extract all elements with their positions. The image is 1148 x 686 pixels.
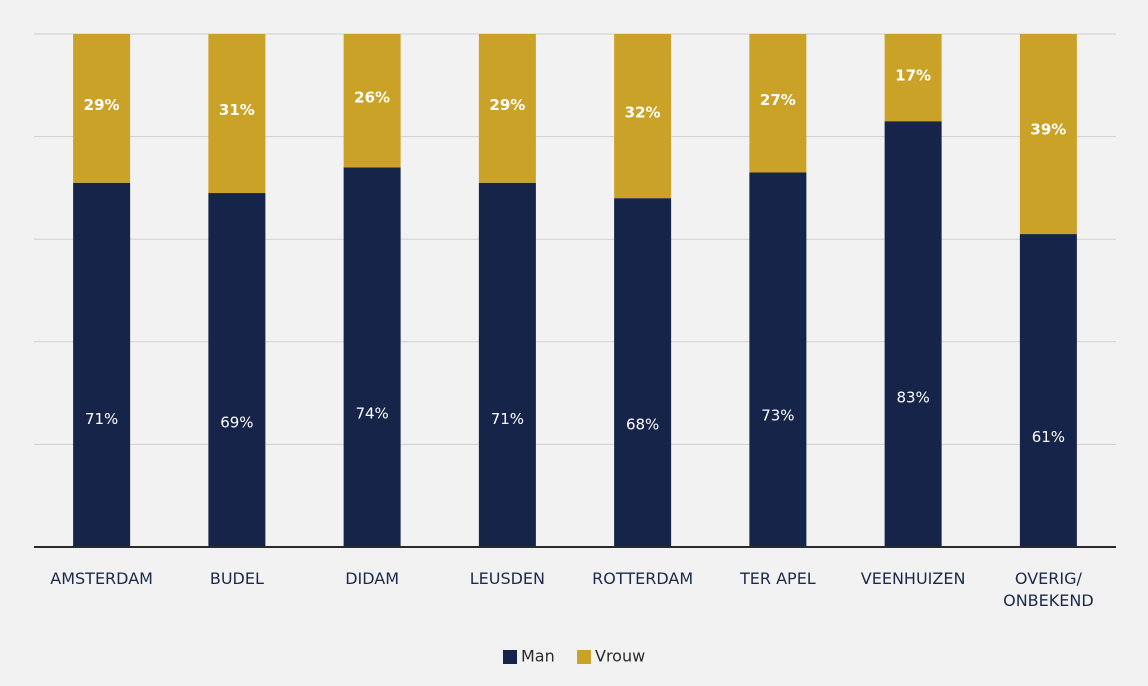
bar-segment-vrouw bbox=[884, 34, 942, 122]
data-label-vrouw: 39% bbox=[1030, 121, 1066, 139]
category-label: DIDAM bbox=[345, 569, 399, 588]
bar-segment-vrouw bbox=[1019, 34, 1077, 235]
category-label-line: OVERIG/ bbox=[1015, 569, 1083, 588]
category-label: VEENHUIZEN bbox=[861, 569, 966, 588]
category-label: BUDEL bbox=[210, 569, 264, 588]
category-label: ROTTERDAM bbox=[592, 569, 693, 588]
data-label-vrouw: 31% bbox=[219, 101, 255, 119]
category-label-line: TER APEL bbox=[739, 569, 816, 588]
category-label-line: ROTTERDAM bbox=[592, 569, 693, 588]
category-label-line: VEENHUIZEN bbox=[861, 569, 966, 588]
category-labels: AMSTERDAM BUDEL DIDAM LEUSDEN ROTTERDAM TER A… bbox=[50, 569, 1093, 610]
data-label-vrouw: 29% bbox=[489, 96, 525, 114]
bar-segment-vrouw bbox=[749, 34, 807, 173]
legend-swatch-vrouw bbox=[577, 650, 591, 664]
data-label-vrouw: 26% bbox=[354, 89, 390, 107]
data-label-man: 71% bbox=[491, 410, 524, 428]
category-label-line: AMSTERDAM bbox=[50, 569, 153, 588]
data-label-man: 74% bbox=[355, 405, 388, 423]
legend: Man Vrouw bbox=[503, 647, 645, 666]
bar-segment-man bbox=[343, 167, 401, 547]
bar-segment-vrouw bbox=[208, 34, 266, 194]
category-label-line: DIDAM bbox=[345, 569, 399, 588]
data-label-man: 71% bbox=[85, 410, 118, 428]
bar-segment-man bbox=[208, 193, 266, 547]
bar-segment-man bbox=[749, 172, 807, 547]
category-label: OVERIG/ONBEKEND bbox=[1003, 569, 1094, 610]
data-label-man: 83% bbox=[896, 388, 929, 406]
category-label: TER APEL bbox=[739, 569, 816, 588]
category-label-line: LEUSDEN bbox=[470, 569, 545, 588]
bar-segment-man bbox=[884, 121, 942, 548]
bar-segment-man bbox=[1019, 234, 1077, 547]
bar-segment-man bbox=[73, 182, 131, 547]
legend-label-man: Man bbox=[521, 647, 555, 666]
bar-segment-vrouw bbox=[73, 34, 131, 183]
bar-segment-vrouw bbox=[614, 34, 672, 199]
category-label-line: BUDEL bbox=[210, 569, 264, 588]
category-label: LEUSDEN bbox=[470, 569, 545, 588]
data-label-man: 69% bbox=[220, 414, 253, 432]
data-label-vrouw: 29% bbox=[84, 96, 120, 114]
bars: 71% 29% 69% 31% 74% 26% 71% 29% 68% 32% 73% 27% 83% 1… bbox=[73, 34, 1077, 548]
data-label-vrouw: 27% bbox=[760, 91, 796, 109]
bar-segment-vrouw bbox=[478, 34, 536, 183]
data-label-vrouw: 17% bbox=[895, 66, 931, 84]
data-label-man: 73% bbox=[761, 406, 794, 424]
bar-segment-man bbox=[614, 198, 672, 547]
category-label: AMSTERDAM bbox=[50, 569, 153, 588]
legend-label-vrouw: Vrouw bbox=[595, 647, 645, 666]
category-label-line: ONBEKEND bbox=[1003, 591, 1094, 610]
data-label-man: 68% bbox=[626, 415, 659, 433]
data-label-vrouw: 32% bbox=[625, 103, 661, 121]
legend-swatch-man bbox=[503, 650, 517, 664]
bar-segment-man bbox=[478, 182, 536, 547]
bar-segment-vrouw bbox=[343, 34, 401, 168]
data-label-man: 61% bbox=[1032, 428, 1065, 446]
